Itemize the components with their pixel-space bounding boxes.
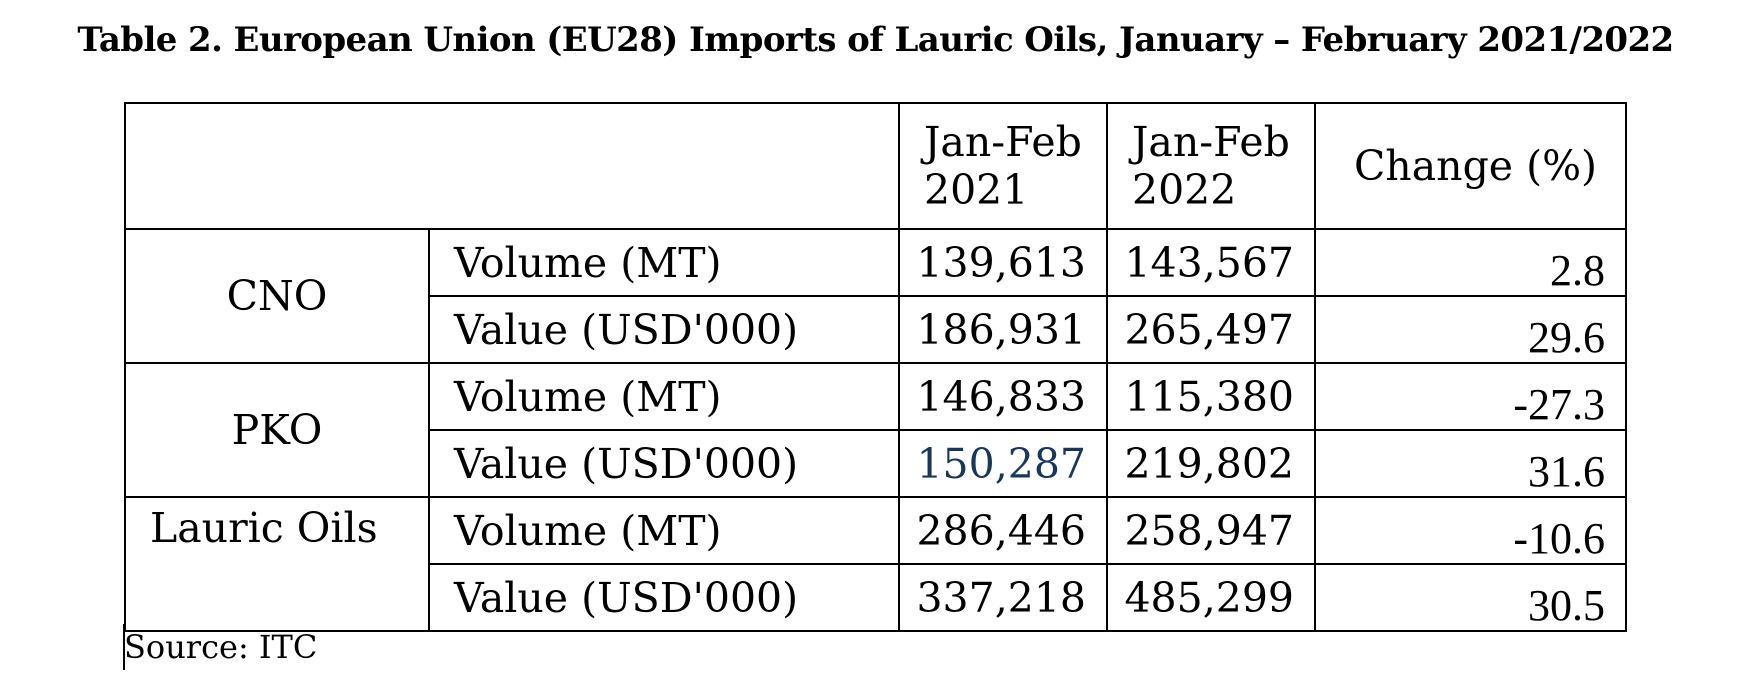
table-row: Value (USD'000) 186,931 265,497 29.6: [125, 295, 1627, 364]
table-row: Value (USD'000) 337,218 485,299 30.5: [125, 563, 1627, 632]
change-percent: 30.5: [1314, 563, 1627, 632]
group-pko: PKO: [124, 362, 430, 498]
value-2021: 337,218: [898, 563, 1108, 632]
table-title: Table 2. European Union (EU28) Imports o…: [77, 20, 1674, 60]
header-row: Jan-Feb 2021 Jan-Feb 2022 Change (%): [124, 102, 1627, 230]
change-percent: 29.6: [1314, 295, 1627, 364]
source-divider: [123, 624, 125, 670]
header-change: Change (%): [1314, 102, 1627, 230]
value-2022: 258,947: [1106, 496, 1316, 565]
table-row: PKO Volume (MT) 146,833 115,380 -27.3: [124, 362, 1627, 498]
metric-label: Value (USD'000): [428, 563, 900, 632]
change-percent: 31.6: [1314, 429, 1627, 498]
metric-label: Volume (MT): [428, 228, 900, 297]
header-year-2021: 2021: [924, 166, 1029, 214]
table-row: Value (USD'000) 150,287 219,802 31.6: [125, 429, 1627, 498]
metric-label: Volume (MT): [428, 496, 900, 565]
value-2021: 146,833: [898, 362, 1108, 431]
value-2022: 219,802: [1106, 429, 1316, 498]
group-lauric-oils: Lauric Oils: [124, 496, 430, 632]
header-period-2021: Jan-Feb: [924, 118, 1082, 166]
group-cno: CNO: [124, 228, 430, 364]
value-2021: 286,446: [898, 496, 1108, 565]
value-2021: 139,613: [898, 228, 1108, 297]
header-blank-cell: [124, 102, 900, 230]
table-row: Lauric Oils Volume (MT) 286,446 258,947 …: [124, 496, 1627, 632]
value-2022: 265,497: [1106, 295, 1316, 364]
value-2022: 115,380: [1106, 362, 1316, 431]
change-percent: -27.3: [1314, 362, 1627, 431]
change-percent: 2.8: [1314, 228, 1627, 297]
value-2021: 150,287: [898, 429, 1108, 498]
value-2021: 186,931: [898, 295, 1108, 364]
header-jan-feb-2022: Jan-Feb 2022: [1106, 102, 1316, 230]
change-percent: -10.6: [1314, 496, 1627, 565]
imports-table: Jan-Feb 2021 Jan-Feb 2022 Change (%) CNO…: [124, 102, 1627, 632]
metric-label: Value (USD'000): [428, 429, 900, 498]
table-row: CNO Volume (MT) 139,613 143,567 2.8: [124, 228, 1627, 364]
source-note: Source: ITC: [124, 628, 318, 666]
header-jan-feb-2021: Jan-Feb 2021: [898, 102, 1108, 230]
value-2022: 143,567: [1106, 228, 1316, 297]
metric-label: Volume (MT): [428, 362, 900, 431]
metric-label: Value (USD'000): [428, 295, 900, 364]
value-2022: 485,299: [1106, 563, 1316, 632]
header-year-2022: 2022: [1132, 166, 1237, 214]
header-period-2022: Jan-Feb: [1132, 118, 1290, 166]
